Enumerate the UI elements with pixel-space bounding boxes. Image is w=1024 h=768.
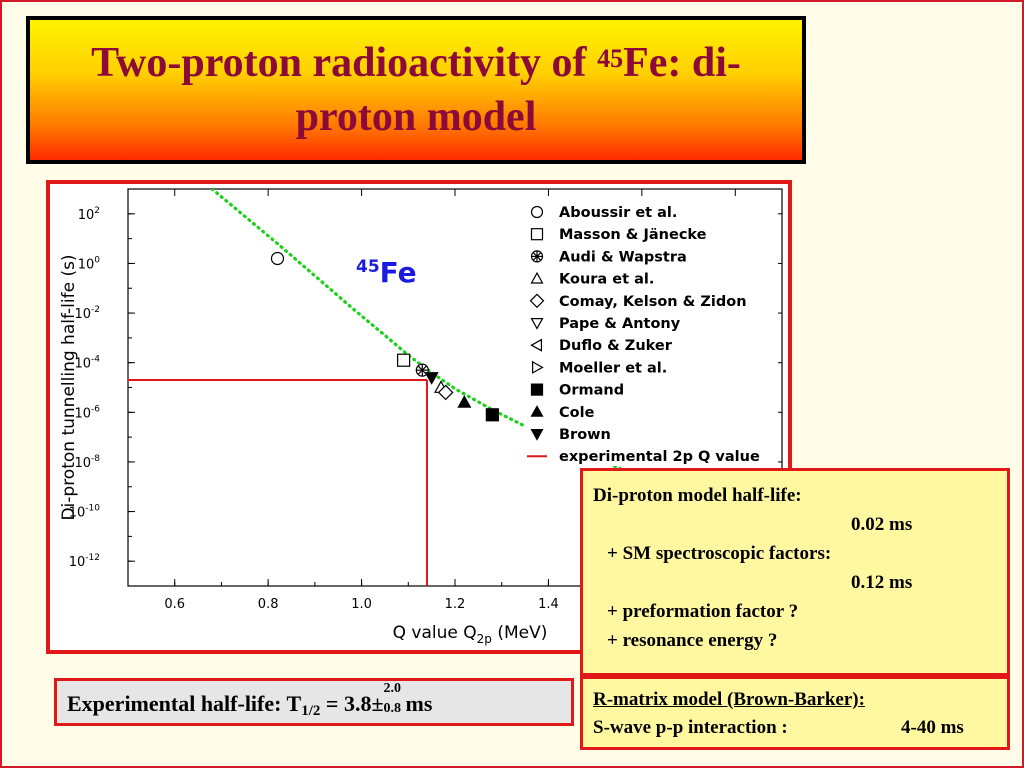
slide-title: Two-proton radioactivity of 45Fe: di- pr… [91, 36, 741, 144]
legend-label: Moeller et al. [559, 360, 667, 376]
x-tick-label: 1.2 [445, 597, 466, 612]
title-part1: Two-proton radioactivity of [91, 40, 598, 86]
note-line-4: 0.12 ms [851, 572, 913, 593]
legend-label: Koura et al. [559, 272, 654, 288]
rmatrix-value: 4-40 ms [901, 717, 964, 738]
note-line-3: + SM spectroscopic factors: [607, 543, 832, 564]
note-line-6: + resonance energy ? [607, 630, 778, 651]
x-tick-label: 0.8 [258, 597, 279, 612]
exp-upper: 2.0 [383, 681, 402, 696]
rmatrix-title: R-matrix model (Brown-Barker): [593, 689, 865, 710]
legend-label: experimental 2p Q value [559, 449, 760, 465]
y-tick-label: 10-4 [74, 355, 100, 372]
title-line2: proton model [295, 94, 537, 140]
y-tick-label: 100 [78, 255, 101, 272]
legend-label: Masson & Jänecke [559, 227, 707, 243]
x-tick-label: 1.0 [351, 597, 372, 612]
legend-label: Pape & Antony [559, 316, 681, 332]
legend-marker [530, 405, 544, 417]
legend-label: Brown [559, 427, 611, 443]
data-point-diamond-open [437, 384, 454, 401]
data-point-diamond-open-shape [437, 384, 454, 401]
x-tick-label: 0.6 [164, 597, 185, 612]
experimental-text: Experimental half-life: T1/2 = 3.8± 2.0 0.… [67, 681, 433, 720]
model-notes-box: Di-proton model half-life: 0.02 ms + SM … [580, 468, 1010, 676]
legend-background [524, 200, 778, 466]
exp-unit: ms [405, 691, 433, 716]
legend-marker [530, 338, 542, 352]
legend-marker-shape [530, 228, 544, 241]
x-tick-label: 1.4 [538, 597, 559, 612]
data-point-square-filled-shape [485, 408, 499, 422]
title-part2: Fe: di- [623, 40, 741, 86]
title-banner: Two-proton radioactivity of 45Fe: di- pr… [26, 16, 806, 164]
legend-marker-shape [530, 429, 544, 441]
legend-marker [532, 360, 544, 374]
legend-marker [530, 271, 544, 284]
rmatrix-box: R-matrix model (Brown-Barker): S-wave p-… [580, 676, 1010, 750]
y-tick-label: 102 [78, 206, 100, 223]
data-point-circle-shape [270, 251, 285, 266]
legend-label: Cole [559, 405, 595, 421]
data-point-square-filled [485, 408, 499, 422]
theory-curve [210, 189, 761, 521]
half-life-chart: 0.60.81.01.21.41.61.810210010-210-410-61… [59, 188, 783, 646]
legend-marker [529, 293, 545, 309]
exp-prefix: Experimental half-life: T [67, 691, 302, 716]
data-point-triangle-down-filled [424, 372, 439, 385]
note-line-5: + preformation factor ? [607, 601, 799, 622]
data-point-triangle-down-filled-shape [424, 372, 439, 385]
y-tick-label: 10-10 [69, 504, 101, 521]
legend-marker-shape [530, 338, 542, 352]
legend-marker [530, 228, 544, 241]
data-point-square-open-shape [397, 353, 411, 367]
data-point-triangle-up-filled [457, 395, 472, 408]
legend-marker-shape [530, 271, 544, 284]
data-point-triangle-up-filled-shape [457, 395, 472, 408]
y-tick-label: 10-8 [74, 454, 100, 471]
note-line-1: Di-proton model half-life: [593, 485, 802, 506]
x-axis-label: Q value Q2p (MeV) [393, 623, 548, 646]
exp-equals: = 3.8± [320, 691, 384, 716]
legend-marker [530, 205, 544, 219]
legend-label: Duflo & Zuker [559, 338, 673, 354]
legend-marker-shape [530, 383, 544, 396]
data-point-circle-star-spoke [417, 365, 427, 375]
legend-marker-shape [530, 405, 544, 417]
legend-marker-shape [529, 293, 545, 309]
legend-label: Audi & Wapstra [559, 249, 687, 265]
data-point-circle [270, 251, 285, 266]
legend-marker [530, 429, 544, 441]
legend-marker-shape [532, 360, 544, 374]
y-tick-label: 10-6 [74, 404, 100, 421]
experimental-box: Experimental half-life: T1/2 = 3.8± 2.0 0.… [54, 678, 574, 726]
legend-marker-shape [530, 318, 544, 330]
legend-marker [530, 383, 544, 396]
exp-subscript: 1/2 [301, 703, 321, 719]
note-line-2: 0.02 ms [851, 514, 913, 535]
data-point-square-open [397, 353, 411, 367]
exp-uncertainty: 2.0 0.8 [384, 681, 406, 716]
legend-marker [530, 250, 544, 263]
legend-marker-spoke [532, 252, 542, 261]
legend-label: Ormand [559, 383, 624, 399]
y-axis-label: Di-proton tunnelling half-life (s) [59, 254, 79, 520]
legend-marker-shape [530, 205, 544, 219]
y-tick-label: 10-2 [74, 305, 100, 322]
rmatrix-label: S-wave p-p interaction : [593, 717, 788, 738]
fe45-annotation: 45Fe [356, 256, 417, 289]
title-superscript: 45 [597, 44, 624, 73]
y-tick-label: 10-12 [69, 553, 100, 570]
legend-marker [530, 318, 544, 330]
legend-label: Aboussir et al. [559, 205, 677, 221]
exp-lower: 0.8 [383, 701, 402, 716]
legend-label: Comay, Kelson & Zidon [559, 294, 747, 310]
